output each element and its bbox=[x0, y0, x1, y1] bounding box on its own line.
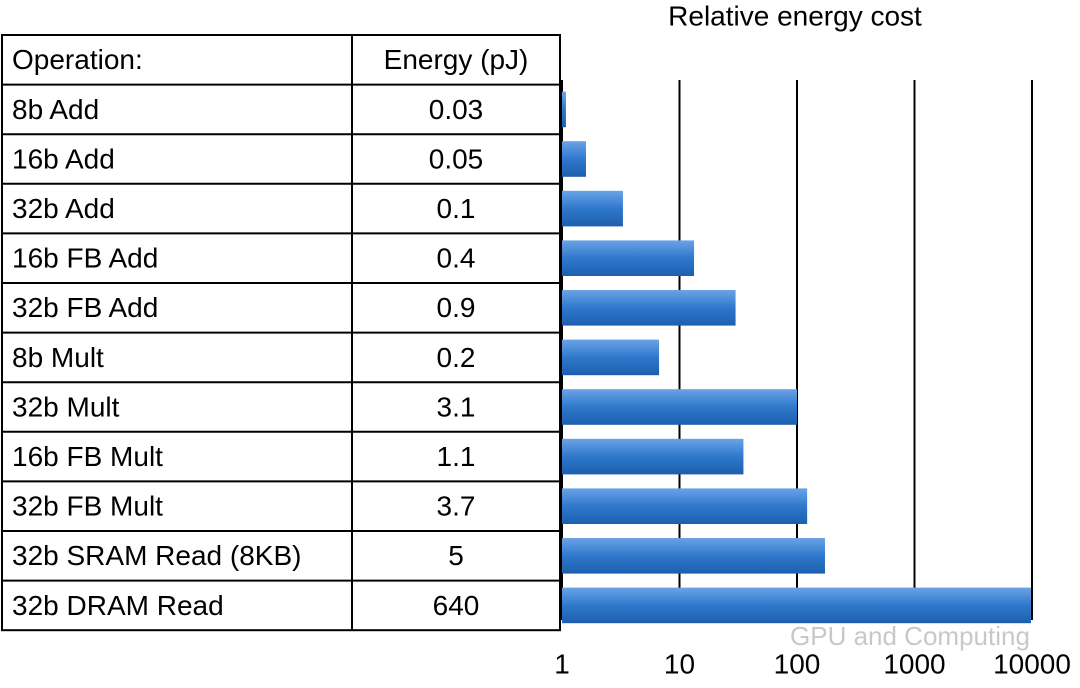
bar bbox=[562, 141, 586, 177]
energy-value: 3.7 bbox=[437, 491, 476, 522]
energy-value: 0.2 bbox=[437, 342, 476, 373]
x-tick-label: 1000 bbox=[883, 648, 945, 679]
energy-value: 0.03 bbox=[429, 94, 484, 125]
x-tick-label: 10 bbox=[664, 648, 695, 679]
energy-value: 640 bbox=[433, 590, 480, 621]
energy-value: 0.9 bbox=[437, 292, 476, 323]
operation-label: 16b FB Add bbox=[12, 243, 158, 274]
bar bbox=[562, 538, 825, 574]
operation-label: 8b Mult bbox=[12, 342, 104, 373]
energy-value: 0.4 bbox=[437, 243, 476, 274]
bar bbox=[562, 290, 736, 326]
x-tick-label: 100 bbox=[774, 648, 821, 679]
energy-value: 0.1 bbox=[437, 193, 476, 224]
operation-label: 8b Add bbox=[12, 94, 99, 125]
bar bbox=[562, 339, 660, 376]
operation-label: 16b FB Mult bbox=[12, 441, 163, 472]
operation-label: 32b Add bbox=[12, 193, 115, 224]
bar bbox=[562, 488, 808, 524]
energy-value: 5 bbox=[448, 540, 464, 571]
table-header: Operation: bbox=[12, 44, 143, 75]
chart-title: Relative energy cost bbox=[668, 0, 922, 31]
operation-label: 32b FB Add bbox=[12, 292, 158, 323]
operation-label: 32b DRAM Read bbox=[12, 590, 224, 621]
bar bbox=[562, 240, 695, 276]
table-header: Energy (pJ) bbox=[384, 44, 529, 75]
bar bbox=[562, 91, 566, 128]
operation-label: 32b FB Mult bbox=[12, 491, 163, 522]
operation-label: 16b Add bbox=[12, 143, 115, 174]
bar bbox=[562, 190, 623, 227]
watermark: GPU and Computing bbox=[790, 621, 1030, 651]
energy-value: 3.1 bbox=[437, 391, 476, 422]
x-tick-label: 10000 bbox=[993, 648, 1071, 679]
energy-value: 1.1 bbox=[437, 441, 476, 472]
bar bbox=[562, 389, 797, 425]
energy-value: 0.05 bbox=[429, 143, 484, 174]
operation-label: 32b SRAM Read (8KB) bbox=[12, 540, 301, 571]
x-tick-label: 1 bbox=[554, 648, 570, 679]
bar bbox=[562, 438, 744, 475]
operation-label: 32b Mult bbox=[12, 391, 120, 422]
bar bbox=[562, 587, 1031, 624]
